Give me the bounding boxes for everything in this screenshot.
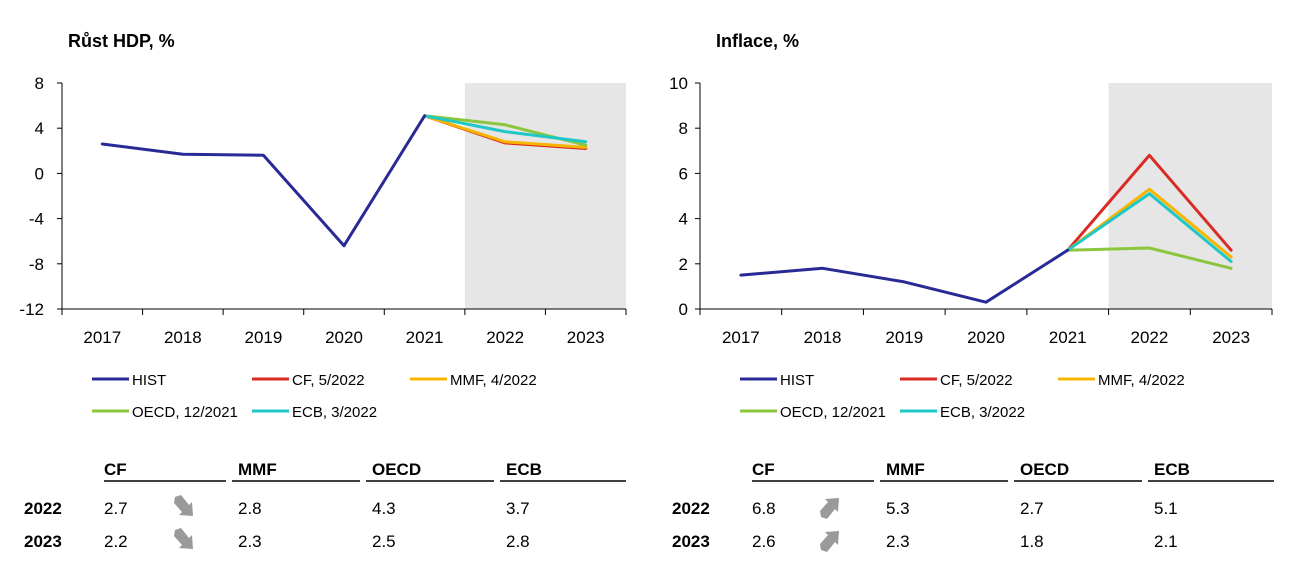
x-tick-label: 2020 [967, 328, 1005, 347]
y-tick-label: 2 [679, 255, 688, 274]
legend-label: CF, 5/2022 [292, 372, 365, 389]
y-tick-label: -12 [19, 300, 44, 319]
x-tick-label: 2022 [1131, 328, 1169, 347]
y-tick-label: 4 [35, 119, 44, 138]
legend-label: HIST [132, 372, 166, 389]
x-tick-label: 2022 [486, 328, 524, 347]
table-header: OECD [1020, 460, 1069, 479]
table-cell: 5.3 [886, 499, 910, 518]
legend-label: HIST [780, 372, 814, 389]
table-year: 2022 [672, 499, 710, 518]
legend-label: ECB, 3/2022 [940, 404, 1025, 421]
table-cell: 2.6 [752, 532, 776, 551]
legend-label: MMF, 4/2022 [1098, 372, 1185, 389]
series-line-ecb [423, 114, 588, 144]
y-tick-label: 0 [35, 164, 44, 183]
legend-label: ECB, 3/2022 [292, 404, 377, 421]
table-cell: 1.8 [1020, 532, 1044, 551]
y-tick-label: -8 [29, 255, 44, 274]
y-tick-label: 0 [679, 300, 688, 319]
table-cell: 3.7 [506, 499, 530, 518]
series-line-mmf [423, 114, 588, 149]
x-tick-label: 2023 [1212, 328, 1250, 347]
table-header: MMF [886, 460, 925, 479]
series-line-hist [100, 114, 427, 248]
table-header: CF [752, 460, 775, 479]
series-line-oecd [1066, 246, 1233, 270]
table-year: 2023 [672, 532, 710, 551]
y-tick-label: 8 [679, 119, 688, 138]
series-line-hist [739, 248, 1070, 304]
arrow-down-right-icon [174, 528, 193, 549]
legend-label: OECD, 12/2021 [780, 404, 886, 421]
table-cell: 2.5 [372, 532, 396, 551]
table-cell: 2.8 [506, 532, 530, 551]
y-tick-label: 4 [679, 210, 688, 229]
series-line-ecb [1066, 192, 1233, 263]
x-tick-label: 2018 [164, 328, 202, 347]
x-tick-label: 2023 [567, 328, 605, 347]
table-cell: 2.2 [104, 532, 128, 551]
table-cell: 2.3 [238, 532, 262, 551]
table-header: CF [104, 460, 127, 479]
x-tick-label: 2017 [722, 328, 760, 347]
table-cell: 4.3 [372, 499, 396, 518]
table-header: ECB [1154, 460, 1190, 479]
table-cell: 2.1 [1154, 532, 1178, 551]
arrow-up-right-icon [820, 531, 839, 552]
x-tick-label: 2018 [804, 328, 842, 347]
y-tick-label: 8 [35, 74, 44, 93]
table-year: 2022 [24, 499, 62, 518]
table-year: 2023 [24, 532, 62, 551]
table-header: OECD [372, 460, 421, 479]
x-tick-label: 2021 [406, 328, 444, 347]
legend-label: CF, 5/2022 [940, 372, 1013, 389]
table-cell: 2.8 [238, 499, 262, 518]
series-line-cf [1066, 153, 1233, 252]
x-tick-label: 2017 [83, 328, 121, 347]
table-cell: 2.7 [104, 499, 128, 518]
chart-title: Růst HDP, % [68, 31, 175, 51]
x-tick-label: 2019 [885, 328, 923, 347]
table-header: ECB [506, 460, 542, 479]
y-tick-label: 10 [669, 74, 688, 93]
table-cell: 2.3 [886, 532, 910, 551]
arrow-down-right-icon [174, 495, 193, 516]
x-tick-label: 2019 [245, 328, 283, 347]
table-header: MMF [238, 460, 277, 479]
x-tick-label: 2020 [325, 328, 363, 347]
chart-title: Inflace, % [716, 31, 799, 51]
y-tick-label: -4 [29, 210, 44, 229]
x-tick-label: 2021 [1049, 328, 1087, 347]
arrow-up-right-icon [820, 498, 839, 519]
table-cell: 5.1 [1154, 499, 1178, 518]
forecast-shade [1108, 83, 1272, 309]
legend-label: MMF, 4/2022 [450, 372, 537, 389]
table-cell: 2.7 [1020, 499, 1044, 518]
legend-label: OECD, 12/2021 [132, 404, 238, 421]
forecast-shade [464, 83, 626, 309]
table-cell: 6.8 [752, 499, 776, 518]
y-tick-label: 6 [679, 164, 688, 183]
